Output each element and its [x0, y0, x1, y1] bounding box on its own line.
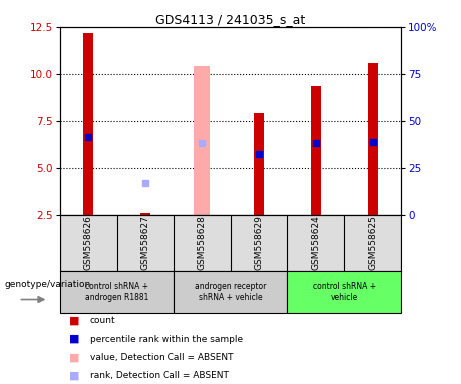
Text: ■: ■	[69, 371, 80, 381]
Text: rank, Detection Call = ABSENT: rank, Detection Call = ABSENT	[90, 371, 229, 381]
Text: GSM558628: GSM558628	[198, 215, 207, 270]
Text: ■: ■	[69, 334, 80, 344]
Text: GSM558625: GSM558625	[368, 215, 377, 270]
Bar	[254, 113, 264, 215]
Text: control shRNA +
vehicle: control shRNA + vehicle	[313, 282, 376, 301]
Text: count: count	[90, 316, 116, 325]
Bar	[287, 271, 401, 313]
Bar	[60, 271, 174, 313]
Text: genotype/variation: genotype/variation	[5, 280, 91, 289]
Text: value, Detection Call = ABSENT: value, Detection Call = ABSENT	[90, 353, 233, 362]
Bar	[194, 66, 210, 215]
Bar	[367, 63, 378, 215]
Text: control shRNA +
androgen R1881: control shRNA + androgen R1881	[85, 282, 148, 301]
Text: androgen receptor
shRNA + vehicle: androgen receptor shRNA + vehicle	[195, 282, 266, 301]
Text: percentile rank within the sample: percentile rank within the sample	[90, 334, 243, 344]
Bar	[311, 86, 321, 215]
Text: ■: ■	[69, 316, 80, 326]
Bar	[83, 33, 94, 215]
Text: GSM558629: GSM558629	[254, 215, 263, 270]
Title: GDS4113 / 241035_s_at: GDS4113 / 241035_s_at	[155, 13, 306, 26]
Bar	[140, 213, 150, 215]
Text: GSM558626: GSM558626	[84, 215, 93, 270]
Text: ■: ■	[69, 353, 80, 362]
Text: GSM558627: GSM558627	[141, 215, 150, 270]
Bar	[174, 271, 287, 313]
Text: GSM558624: GSM558624	[311, 215, 320, 270]
